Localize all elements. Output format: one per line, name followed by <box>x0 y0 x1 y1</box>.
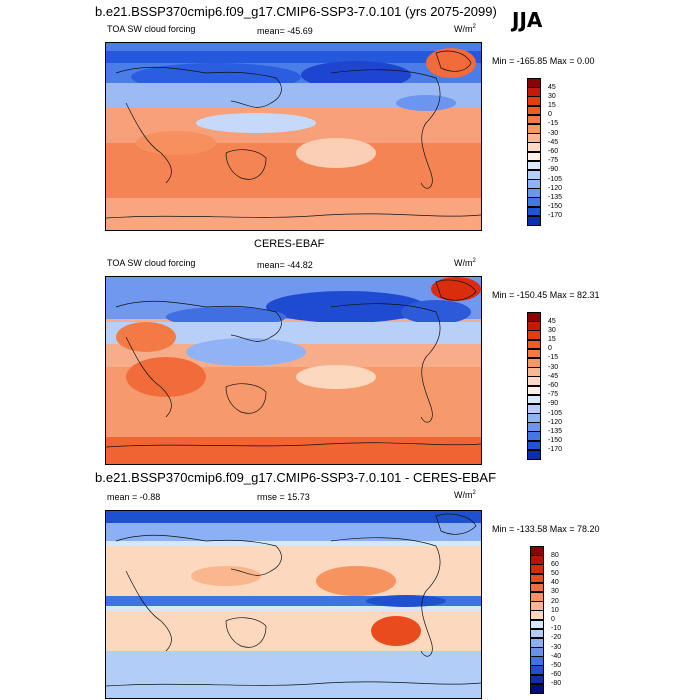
colorbar-tick-label: 0 <box>548 345 552 353</box>
colorbar-tick-label: -30 <box>548 129 559 137</box>
colorbar-tick-label: 30 <box>548 326 556 334</box>
colorbar-tick-label: -45 <box>548 138 559 146</box>
colorbar-cell <box>527 215 541 226</box>
colorbar-obs: 45 30 15 0 -15 -30 -45 -60 -75 -90 -105 -120 -135 -15… <box>527 312 577 460</box>
colorbar-tick-label: 20 <box>551 597 559 605</box>
colorbar-tick-label: -135 <box>548 427 563 435</box>
colorbar-tick-label: -40 <box>551 652 562 660</box>
colorbar-tick-label: -15 <box>548 120 559 128</box>
panel-left-label: TOA SW cloud forcing <box>107 24 196 34</box>
colorbar-model: 45 30 15 0 -15 -30 -45 -60 -75 -90 -105 -120 -135 -15… <box>527 78 577 226</box>
colorbar-tick-label: -10 <box>551 625 562 633</box>
colorbar-tick-label: -60 <box>548 382 559 389</box>
colorbar-cell <box>530 683 544 694</box>
colorbar-tick-label: -90 <box>548 400 559 408</box>
colorbar-tick-label: -170 <box>548 212 563 220</box>
panel-left-label: TOA SW cloud forcing <box>107 258 196 268</box>
map-model <box>105 42 482 231</box>
colorbar-tick-label: -150 <box>548 203 563 211</box>
colorbar-tick-label: -50 <box>551 661 562 669</box>
colorbar-tick-label: -105 <box>548 409 563 417</box>
colorbar-tick-label: 80 <box>551 551 559 559</box>
colorbar-tick-label: -15 <box>548 354 559 362</box>
colorbar-tick-label: -30 <box>551 643 562 651</box>
colorbar-tick-label: -60 <box>551 671 562 679</box>
colorbar-tick-label: -120 <box>548 184 563 192</box>
colorbar-tick-label: 15 <box>548 336 556 344</box>
panel-title: CERES-EBAF <box>254 238 325 250</box>
colorbar-tick-label: -120 <box>548 418 563 426</box>
colorbar-tick-label: 45 <box>548 83 556 91</box>
colorbar-tick-label: -20 <box>551 634 562 642</box>
colorbar-tick-label: 45 <box>548 317 556 325</box>
map-model-field <box>106 43 481 230</box>
colorbar-tick-label: -80 <box>551 680 562 688</box>
colorbar-tick-label: -30 <box>548 363 559 371</box>
colorbar-tick-label: 50 <box>551 570 559 578</box>
map-diff-field <box>106 511 481 698</box>
panel-minmax: Min = -165.85 Max = 0.00 <box>492 56 595 66</box>
colorbar-tick-label: 60 <box>551 560 559 568</box>
colorbar-tick-label: -60 <box>548 148 559 155</box>
panel-minmax: Min = -150.45 Max = 82.31 <box>492 290 600 300</box>
map-obs-field <box>106 277 481 464</box>
colorbar-tick-label: -90 <box>548 166 559 174</box>
panel-units: W/m2 <box>454 24 476 34</box>
colorbar-tick-label: -45 <box>548 372 559 380</box>
panel-center-label: rmse = 15.73 <box>257 492 310 502</box>
map-obs <box>105 276 482 465</box>
panel-left-label: mean = -0.88 <box>107 492 161 502</box>
panel-units: W/m2 <box>454 258 476 268</box>
season-label: JJA <box>512 8 543 32</box>
colorbar-tick-label: -150 <box>548 437 563 445</box>
panel-title: b.e21.BSSP370cmip6.f09_g17.CMIP6-SSP3-7.… <box>95 470 497 485</box>
colorbar-tick-label: -75 <box>548 157 559 165</box>
panel-center-label: mean= -44.82 <box>257 260 313 270</box>
colorbar-tick-label: 15 <box>548 102 556 110</box>
colorbar-cell <box>527 449 541 460</box>
colorbar-tick-label: 30 <box>551 588 559 596</box>
colorbar-diff: 80 60 50 40 30 20 10 0 -10 -20 -30 -40 -50 -60 -80 <box>530 546 580 694</box>
colorbar-tick-label: -75 <box>548 391 559 399</box>
colorbar-tick-label: -170 <box>548 446 563 454</box>
panel-center-label: mean= -45.69 <box>257 26 313 36</box>
panel-units: W/m2 <box>454 490 476 500</box>
colorbar-tick-label: 10 <box>551 606 559 614</box>
colorbar-tick-label: 30 <box>548 92 556 100</box>
map-diff <box>105 510 482 699</box>
panel-minmax: Min = -133.58 Max = 78.20 <box>492 524 600 534</box>
colorbar-tick-label: -135 <box>548 193 563 201</box>
case-title: b.e21.BSSP370cmip6.f09_g17.CMIP6-SSP3-7.… <box>95 4 497 19</box>
colorbar-tick-label: 40 <box>551 579 559 587</box>
colorbar-tick-label: -105 <box>548 175 563 183</box>
colorbar-tick-label: 0 <box>551 616 555 623</box>
colorbar-tick-label: 0 <box>548 111 552 119</box>
